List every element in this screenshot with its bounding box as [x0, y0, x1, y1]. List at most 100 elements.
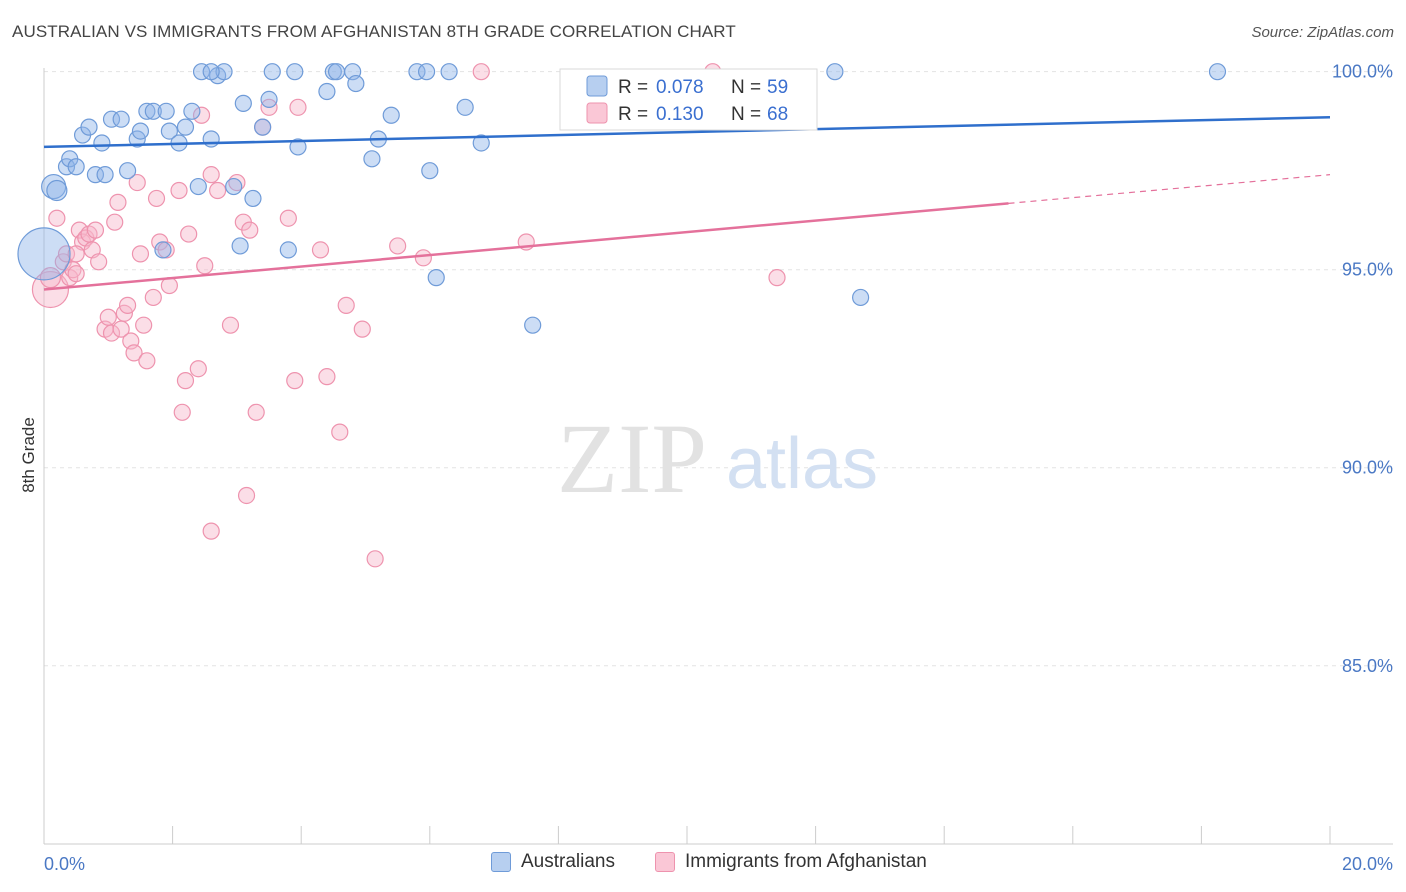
- afghanistan-point: [202, 522, 220, 540]
- afghanistan-point: [209, 181, 227, 200]
- afghanistan-point: [237, 486, 256, 505]
- afghanistan-point: [57, 245, 76, 263]
- afghanistan-point: [472, 63, 490, 81]
- australians-point: [93, 134, 111, 152]
- watermark-atlas: atlas: [726, 424, 878, 504]
- afghanistan-point: [366, 550, 384, 568]
- australians-point: [67, 158, 85, 176]
- afghanistan-point: [331, 423, 349, 441]
- australians-point: [440, 63, 458, 81]
- watermark-zip: ZIP: [557, 403, 707, 514]
- afghanistan-point: [135, 316, 153, 334]
- australians-point: [421, 162, 439, 180]
- afghanistan-point: [106, 213, 124, 231]
- australians-point: [826, 63, 844, 81]
- australians-point: [86, 166, 105, 184]
- afghanistan-point: [170, 181, 188, 200]
- y-tick-label: 100.0%: [1332, 62, 1393, 82]
- legend-swatch-afghanistan: [586, 102, 608, 124]
- afghanistan-point: [247, 403, 265, 421]
- legend-n-label-1: N =: [731, 77, 761, 98]
- australians-point: [286, 63, 304, 81]
- bottom-legend-swatch-australians: [491, 852, 511, 872]
- afghanistan-point: [289, 98, 307, 116]
- watermark: ZIP atlas: [557, 403, 878, 514]
- australians-point: [427, 269, 445, 287]
- australians-point: [1208, 63, 1227, 81]
- australians-point: [96, 166, 114, 184]
- afghanistan-point: [144, 288, 162, 307]
- australians-point: [472, 134, 490, 152]
- australians-point: [225, 177, 243, 196]
- legend-r-value-2: 0.130: [656, 104, 704, 125]
- australians-point: [102, 110, 121, 128]
- australians-point: [260, 90, 278, 109]
- australians-point: [112, 110, 130, 128]
- bottom-legend-label-afghanistan: Immigrants from Afghanistan: [685, 851, 927, 872]
- australians-point: [408, 63, 426, 81]
- afghanistan-point: [109, 193, 127, 211]
- australians-point: [215, 63, 233, 81]
- australians-point: [254, 118, 272, 136]
- legend-box: R = 0.078 N = 59 R = 0.130 N = 68: [559, 68, 818, 131]
- australians-points: [17, 63, 1227, 334]
- afghanistan-point: [311, 241, 330, 259]
- afghanistan-point: [118, 296, 137, 314]
- afghanistan-point: [241, 221, 259, 239]
- afghanistan-point: [67, 245, 85, 263]
- bottom-legend-australians: Australians: [491, 851, 615, 873]
- australians-point: [347, 74, 365, 93]
- australians-point: [46, 179, 68, 202]
- trend-lines: [43, 115, 1331, 291]
- afghanistan-point: [389, 237, 407, 255]
- afghanistan-point: [337, 296, 355, 314]
- afghanistan-point: [279, 209, 297, 227]
- y-tick-labels: 100.0% 95.0% 90.0% 85.0%: [1332, 62, 1393, 676]
- y-tick-label: 95.0%: [1342, 260, 1393, 280]
- australians-point: [154, 241, 172, 259]
- legend-swatch-australians: [586, 75, 608, 97]
- afghanistan-point: [67, 265, 85, 283]
- australians-point: [234, 94, 252, 112]
- axes: [43, 68, 1393, 845]
- australians-point: [17, 227, 71, 281]
- y-axis-label: 8th Grade: [19, 417, 38, 493]
- australians-point: [852, 288, 870, 307]
- y-tick-label: 85.0%: [1342, 656, 1393, 676]
- legend-n-value-1: 59: [767, 77, 788, 98]
- legend-r-label-2: R =: [618, 104, 648, 125]
- afghanistan-point: [189, 360, 207, 378]
- afghanistan-point: [196, 257, 214, 275]
- australians-point: [160, 122, 178, 140]
- afghanistan-point: [125, 344, 143, 362]
- afghanistan-point: [768, 269, 786, 287]
- legend-r-value-1: 0.078: [656, 77, 704, 98]
- australians-point: [202, 130, 220, 148]
- afghanistan-point: [131, 245, 150, 263]
- y-tick-label: 90.0%: [1342, 458, 1393, 478]
- australians-point: [202, 63, 220, 81]
- afghanistan-point: [176, 372, 195, 390]
- afghanistan-point: [99, 308, 117, 326]
- gridlines: [44, 71, 1393, 667]
- australians-point: [183, 102, 201, 120]
- australians-point: [524, 316, 542, 334]
- chart-title: AUSTRALIAN VS IMMIGRANTS FROM AFGHANISTA…: [12, 22, 736, 41]
- australians-point: [263, 63, 281, 81]
- afghanistan-point: [39, 267, 62, 289]
- bottom-legend-label-australians: Australians: [521, 851, 615, 872]
- afghanistan-point: [173, 403, 191, 421]
- australians-point: [192, 63, 211, 81]
- australians-point: [244, 189, 262, 208]
- australians-point: [231, 237, 249, 255]
- afghanistan-point: [90, 253, 108, 271]
- trend-line-australians: [43, 115, 1331, 149]
- legend-r-label-1: R =: [618, 77, 648, 98]
- trend-line-afghanistan-extension: [1008, 174, 1331, 204]
- x-tick-label-max: 20.0%: [1342, 854, 1393, 874]
- x-tick-label-min: 0.0%: [44, 854, 85, 874]
- australians-point: [279, 241, 297, 259]
- afghanistan-point: [48, 209, 66, 227]
- australians-point: [456, 98, 474, 116]
- australians-point: [118, 162, 137, 180]
